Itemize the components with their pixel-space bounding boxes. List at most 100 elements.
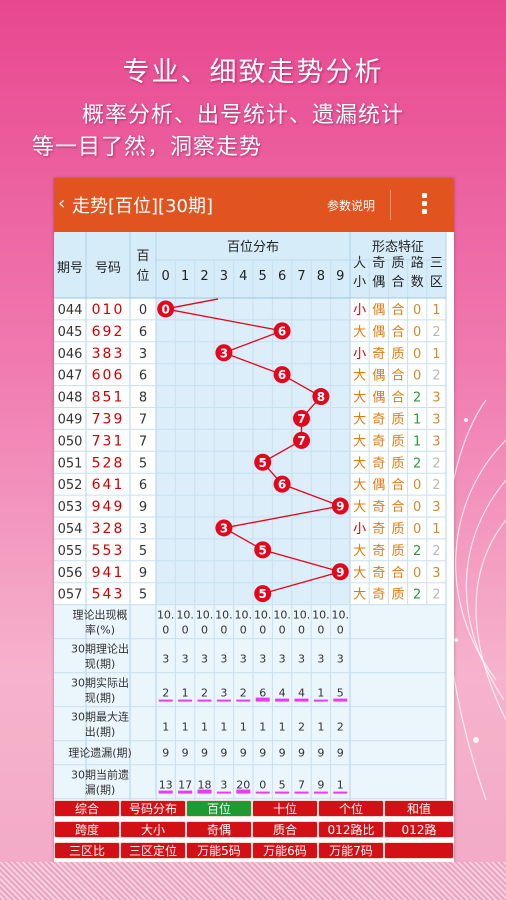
feature-road: 0 bbox=[413, 478, 421, 493]
header-hundreds-2: 位 bbox=[136, 269, 149, 284]
row-period: 049 bbox=[58, 412, 83, 427]
tab-百位[interactable]: 百位 bbox=[186, 800, 252, 817]
stat-bar bbox=[275, 791, 290, 794]
feature-primecomp: 合 bbox=[391, 369, 404, 384]
table-header-background bbox=[54, 232, 446, 298]
tab-质合[interactable]: 质合 bbox=[252, 821, 318, 838]
stat-value: 10. bbox=[157, 609, 175, 622]
tab-奇偶[interactable]: 奇偶 bbox=[186, 821, 252, 838]
tab-跨度[interactable]: 跨度 bbox=[54, 821, 120, 838]
stat-label: 30期当前遗 bbox=[71, 768, 129, 782]
header-feature-top: 路 bbox=[411, 255, 424, 271]
tab-综合[interactable]: 综合 bbox=[54, 800, 120, 817]
feature-oddeven: 奇 bbox=[372, 499, 385, 515]
tab-和值[interactable]: 和值 bbox=[384, 800, 454, 817]
digit-ball bbox=[331, 563, 349, 581]
digit-ball bbox=[293, 431, 310, 449]
digit-ball-label: 5 bbox=[259, 587, 267, 601]
header-feature-bottom: 区 bbox=[430, 275, 443, 290]
feature-primecomp: 质 bbox=[391, 412, 404, 427]
feature-bigsmall: 大 bbox=[353, 369, 366, 384]
feature-road: 0 bbox=[413, 522, 421, 537]
row-number: 528 bbox=[92, 455, 125, 471]
row-hundreds: 7 bbox=[139, 434, 147, 449]
stat-value: 3 bbox=[220, 687, 227, 700]
digit-ball-label: 8 bbox=[317, 390, 325, 404]
stat-bar bbox=[197, 699, 212, 702]
help-button[interactable]: 参数说明 bbox=[327, 199, 376, 213]
feature-oddeven: 奇 bbox=[372, 411, 385, 427]
digit-ball bbox=[215, 344, 233, 362]
slogan-subtitle: 概率分析、出号统计、遗漏统计 等一目了然，洞察走势 bbox=[32, 100, 482, 164]
stat-value: 1 bbox=[317, 721, 324, 734]
digit-ball bbox=[293, 409, 310, 427]
tab-万能7码[interactable]: 万能7码 bbox=[318, 842, 384, 859]
stat-value: 1 bbox=[162, 721, 169, 734]
tab-个位[interactable]: 个位 bbox=[318, 800, 384, 817]
slogan-line-2: 概率分析、出号统计、遗漏统计 bbox=[82, 103, 405, 128]
feature-road: 0 bbox=[413, 566, 421, 581]
stat-value: 3 bbox=[259, 653, 266, 666]
stat-value: 10. bbox=[235, 609, 253, 622]
tab-三区定位[interactable]: 三区定位 bbox=[120, 842, 186, 859]
header-period: 期号 bbox=[57, 261, 83, 276]
row-period: 047 bbox=[58, 369, 83, 384]
tab-大小[interactable]: 大小 bbox=[120, 821, 186, 838]
digit-ball bbox=[254, 453, 272, 471]
feature-primecomp: 合 bbox=[391, 500, 404, 515]
tab-empty bbox=[384, 842, 454, 859]
stat-value: 3 bbox=[162, 653, 169, 666]
feature-oddeven: 奇 bbox=[372, 346, 385, 362]
digit-ball-label: 3 bbox=[220, 346, 228, 360]
stat-value: 6 bbox=[259, 687, 266, 700]
row-hundreds: 5 bbox=[139, 588, 147, 603]
row-hundreds: 3 bbox=[139, 347, 147, 362]
chevron-left-icon[interactable]: ‹ bbox=[58, 193, 66, 214]
stat-value: 0 bbox=[259, 624, 266, 637]
stat-value: 2 bbox=[240, 687, 247, 700]
app-bar: ‹ 走势[百位][30期] 参数说明 bbox=[54, 178, 454, 232]
stat-value: 1 bbox=[337, 779, 344, 792]
tab-万能5码[interactable]: 万能5码 bbox=[186, 842, 252, 859]
row-number: 692 bbox=[92, 324, 125, 340]
vertical-dots-icon[interactable] bbox=[414, 190, 434, 220]
slogan-headline: 专业、细致走势分析 bbox=[122, 57, 384, 88]
digit-ball-label: 0 bbox=[162, 302, 170, 316]
stat-value: 10. bbox=[332, 609, 350, 622]
tab-号码分布[interactable]: 号码分布 bbox=[120, 800, 186, 817]
header-digit: 0 bbox=[162, 269, 170, 284]
feature-road: 0 bbox=[413, 303, 421, 318]
feature-road: 1 bbox=[413, 434, 421, 449]
stat-value: 10. bbox=[215, 609, 233, 622]
tab-012路比[interactable]: 012路比 bbox=[318, 821, 384, 838]
stat-value: 2 bbox=[201, 687, 208, 700]
feature-road: 2 bbox=[413, 588, 421, 603]
header-digit: 3 bbox=[220, 269, 228, 284]
digit-ball bbox=[254, 541, 272, 559]
tab-三区比[interactable]: 三区比 bbox=[54, 842, 120, 859]
digit-ball bbox=[273, 475, 291, 493]
feature-road: 0 bbox=[413, 369, 421, 384]
tab-十位[interactable]: 十位 bbox=[252, 800, 318, 817]
header-feature-bottom: 小 bbox=[353, 275, 366, 290]
row-hundreds: 8 bbox=[139, 391, 147, 406]
stat-value: 3 bbox=[201, 653, 208, 666]
tab-012路[interactable]: 012路 bbox=[384, 821, 454, 838]
feature-primecomp: 质 bbox=[391, 347, 404, 362]
digit-ball bbox=[273, 366, 291, 384]
feature-zone: 3 bbox=[432, 566, 440, 581]
stat-value: 9 bbox=[298, 747, 305, 760]
row-period: 048 bbox=[58, 391, 83, 406]
stat-value: 0 bbox=[220, 624, 227, 637]
feature-oddeven: 奇 bbox=[372, 565, 385, 581]
row-period: 052 bbox=[58, 478, 83, 493]
tab-万能6码[interactable]: 万能6码 bbox=[252, 842, 318, 859]
header-digit: 6 bbox=[278, 269, 286, 284]
feature-oddeven: 偶 bbox=[372, 325, 385, 340]
header-feature-top: 质 bbox=[391, 256, 404, 271]
stat-label: 出(期) bbox=[85, 725, 116, 739]
feature-primecomp: 合 bbox=[391, 566, 404, 581]
stat-value: 10. bbox=[254, 609, 272, 622]
header-feature-bottom: 合 bbox=[391, 275, 404, 290]
row-number: 606 bbox=[92, 368, 125, 384]
